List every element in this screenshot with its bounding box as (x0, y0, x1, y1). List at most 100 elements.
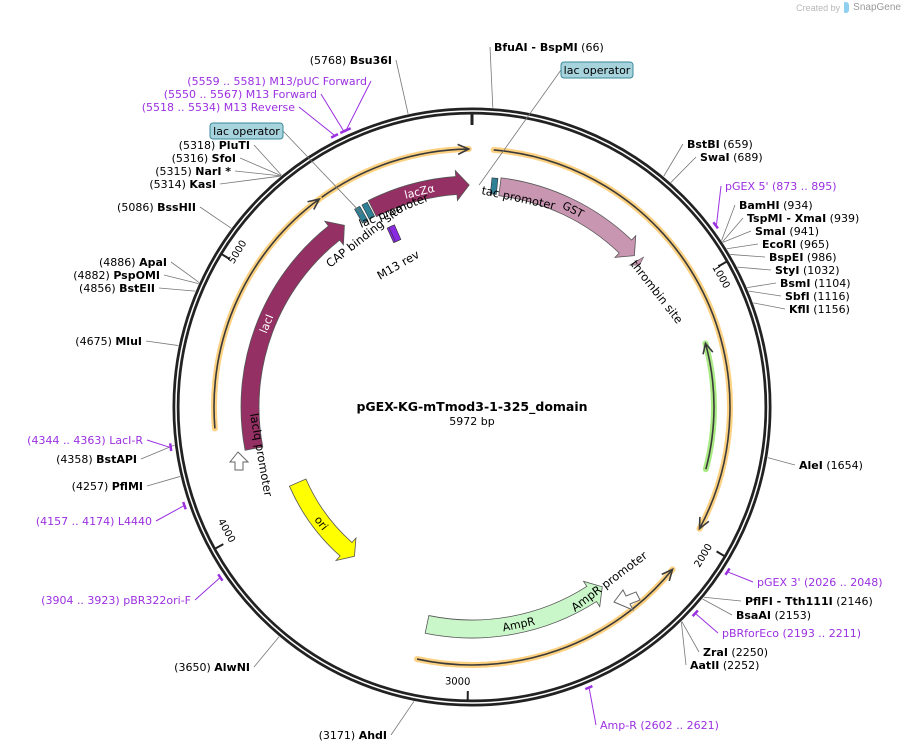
primer-mark (339, 128, 348, 135)
orf-arrowhead-icon (307, 197, 321, 210)
primer-label[interactable]: (4344 .. 4363) LacI-R (27, 434, 143, 447)
enzyme-site-bamhi[interactable]: BamHI (934) (721, 199, 813, 241)
enzyme-site-smai[interactable]: SmaI (941) (722, 225, 819, 243)
primer-label[interactable]: pBRforEco (2193 .. 2211) (722, 627, 861, 640)
enzyme-label[interactable]: (4856) BstEII (79, 282, 155, 295)
enzyme-label[interactable]: KflI (1156) (789, 303, 850, 316)
enzyme-site-tspmi-xmai[interactable]: TspMI - XmaI (939) (722, 212, 859, 243)
enzyme-site-aatii[interactable]: AatII (2252) (680, 621, 759, 672)
enzyme-label[interactable]: BsmI (1104) (780, 277, 851, 290)
primer-m13-forward[interactable]: (5550 .. 5567) M13 Forward (164, 88, 348, 135)
enzyme-site-bfuai-bspmi[interactable]: BfuAI - BspMI (66) (489, 41, 604, 108)
tick-label: 2000 (693, 542, 715, 570)
enzyme-label[interactable]: (4358) BstAPI (56, 453, 137, 466)
lac-operator-tag[interactable]: lac operator (209, 122, 363, 215)
enzyme-label[interactable]: (4675) MluI (75, 335, 142, 348)
enzyme-label[interactable]: TspMI - XmaI (939) (747, 212, 859, 225)
enzyme-site-pflmi[interactable]: (4257) PflMI (72, 476, 181, 493)
primer-m13-reverse[interactable]: (5518 .. 5534) M13 Reverse (142, 101, 339, 139)
enzyme-label[interactable]: BamHI (934) (739, 199, 813, 212)
primer-label[interactable]: (4157 .. 4174) L4440 (36, 515, 152, 528)
enzyme-site-bsaai[interactable]: BsaAI (2153) (702, 598, 812, 622)
enzyme-label[interactable]: (4886) ApaI (99, 256, 167, 269)
enzyme-label[interactable]: AatII (2252) (690, 659, 759, 672)
orf-line (704, 343, 715, 470)
enzyme-label[interactable]: ZraI (2250) (703, 646, 768, 659)
enzyme-site-pflfi-tth111i[interactable]: PflFI - Tth111I (2146) (703, 595, 873, 608)
enzyme-position: (5314) (149, 178, 189, 191)
enzyme-site-sbfi[interactable]: SbfI (1116) (748, 290, 850, 303)
primer-label[interactable]: (5559 .. 5581) M13/pUC Forward (187, 75, 367, 88)
enzyme-label[interactable]: (3171) AhdI (319, 729, 387, 742)
enzyme-label[interactable]: BsaAI (2153) (736, 609, 811, 622)
enzyme-label[interactable]: EcoRI (965) (762, 238, 829, 251)
enzyme-position: (5768) (310, 54, 350, 67)
enzyme-label[interactable]: (3650) AlwNI (174, 661, 250, 674)
feature-ori-arrow (288, 478, 357, 562)
enzyme-site-sfoi[interactable]: (5316) SfoI (172, 152, 282, 177)
enzyme-site-apai[interactable]: (4886) ApaI (99, 256, 200, 283)
enzyme-site-bstapi[interactable]: (4358) BstAPI (56, 444, 175, 466)
tick-label: 5000 (227, 238, 250, 265)
enzyme-label[interactable]: (5768) Bsu36I (310, 54, 392, 67)
enzyme-position: (4882) (73, 269, 113, 282)
enzyme-site-zrai[interactable]: ZraI (2250) (681, 621, 768, 659)
primer-label[interactable]: (3904 .. 3923) pBR322ori-F (41, 594, 191, 607)
enzyme-label[interactable]: SwaI (689) (700, 151, 763, 164)
enzyme-site-ecori[interactable]: EcoRI (965) (726, 238, 829, 251)
enzyme-site-alwni[interactable]: (3650) AlwNI (174, 636, 280, 674)
primer-label[interactable]: (5518 .. 5534) M13 Reverse (142, 101, 295, 114)
primer-pbr322ori-f[interactable]: (3904 .. 3923) pBR322ori-F (41, 573, 224, 607)
enzyme-label[interactable]: (5086) BssHII (117, 201, 196, 214)
enzyme-site-bsmi[interactable]: BsmI (1104) (747, 277, 851, 290)
enzyme-site-bspei[interactable]: BspEI (986) (730, 251, 837, 264)
primer-label[interactable]: (5550 .. 5567) M13 Forward (164, 88, 317, 101)
primer-pgex-5-[interactable]: pGEX 5' (873 .. 895) (712, 180, 837, 230)
enzyme-site-bsteii[interactable]: (4856) BstEII (79, 282, 196, 295)
enzyme-label[interactable]: SbfI (1116) (785, 290, 850, 303)
primer-pgex-3-[interactable]: pGEX 3' (2026 .. 2048) (724, 567, 883, 589)
enzyme-label[interactable]: StyI (1032) (775, 264, 840, 277)
enzyme-label[interactable]: (5314) KasI (149, 178, 216, 191)
enzyme-site-mlui[interactable]: (4675) MluI (75, 335, 179, 348)
enzyme-name: AlwNI (214, 661, 250, 674)
primer-laci-r[interactable]: (4344 .. 4363) LacI-R (27, 434, 173, 452)
primer-leader-line (194, 577, 220, 601)
enzyme-site-pspomi[interactable]: (4882) PspOMI (73, 269, 199, 284)
enzyme-site-ahdi[interactable]: (3171) AhdI (319, 701, 415, 742)
primer-amp-r[interactable]: Amp-R (2602 .. 2621) (584, 684, 719, 732)
enzyme-label[interactable]: (4257) PflMI (72, 480, 143, 493)
primer-label[interactable]: Amp-R (2602 .. 2621) (600, 719, 719, 732)
enzyme-label[interactable]: BstBI (659) (687, 138, 753, 151)
lac-operator-tag[interactable]: lac operator (478, 61, 634, 186)
enzyme-position: (5315) (155, 165, 195, 178)
primer-leader-line (146, 439, 170, 448)
enzyme-label[interactable]: (5318) PluTI (179, 139, 250, 152)
enzyme-label[interactable]: (4882) PspOMI (73, 269, 160, 282)
enzyme-site-swai[interactable]: SwaI (689) (670, 151, 763, 183)
enzyme-site-nari-[interactable]: (5315) NarI * (155, 165, 281, 178)
enzyme-label[interactable]: BspEI (986) (769, 251, 837, 264)
enzyme-site-alei[interactable]: AleI (1654) (767, 457, 863, 472)
enzyme-site-kasi[interactable]: (5314) KasI (149, 175, 281, 191)
enzyme-label[interactable]: SmaI (941) (755, 225, 819, 238)
enzyme-label[interactable]: AleI (1654) (799, 459, 863, 472)
primer-label[interactable]: pGEX 5' (873 .. 895) (725, 180, 837, 193)
enzyme-site-styi[interactable]: StyI (1032) (737, 264, 840, 277)
enzyme-label[interactable]: BfuAI - BspMI (66) (494, 41, 604, 54)
primer-label[interactable]: pGEX 3' (2026 .. 2048) (757, 576, 883, 589)
enzyme-label[interactable]: (5316) SfoI (172, 152, 236, 165)
enzyme-label[interactable]: (5315) NarI * (155, 165, 231, 178)
enzyme-site-bstbi[interactable]: BstBI (659) (663, 138, 753, 177)
enzyme-site-kfli[interactable]: KflI (1156) (753, 302, 850, 316)
primer-m13-puc-forward[interactable]: (5559 .. 5581) M13/pUC Forward (187, 75, 372, 133)
enzyme-leader-line (681, 621, 700, 653)
primer-l4440[interactable]: (4157 .. 4174) L4440 (36, 501, 187, 528)
enzyme-site-bsshii[interactable]: (5086) BssHII (117, 201, 232, 229)
primer-pbrforeco[interactable]: pBRforEco (2193 .. 2211) (691, 609, 861, 640)
primer-leader-line (346, 80, 372, 130)
enzyme-site-bsu36i[interactable]: (5768) Bsu36I (310, 54, 409, 114)
enzyme-site-pluti[interactable]: (5318) PluTI (179, 139, 282, 176)
enzyme-leader-line (395, 59, 409, 114)
enzyme-label[interactable]: PflFI - Tth111I (2146) (745, 595, 873, 608)
